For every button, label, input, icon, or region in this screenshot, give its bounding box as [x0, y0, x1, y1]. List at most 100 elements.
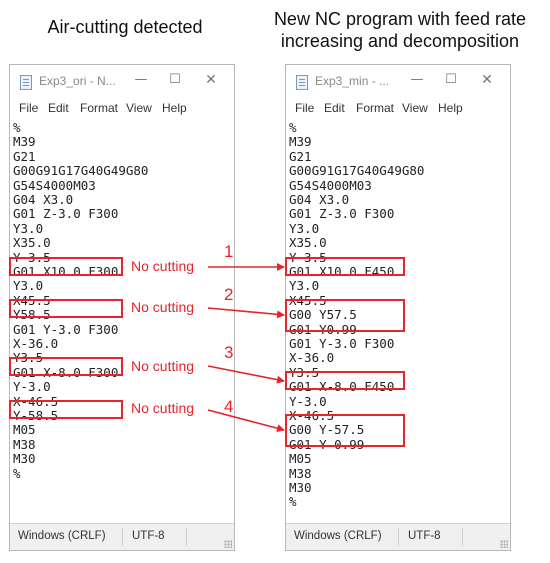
minimize-icon[interactable]: — [410, 72, 424, 87]
code-line: G01 Y-0.99 [289, 436, 365, 452]
right-heading-line2: increasing and decomposition [280, 31, 520, 51]
code-line: M38 [289, 465, 312, 481]
code-line: X-36.0 [13, 336, 59, 351]
code-line: M39 [289, 134, 312, 150]
code-line: X35.0 [289, 235, 327, 251]
menu-view[interactable]: View [126, 101, 152, 115]
code-line: G21 [289, 148, 312, 164]
charset-status: UTF-8 [132, 530, 165, 542]
code-line: % [289, 120, 297, 135]
maximize-icon[interactable]: ☐ [445, 72, 457, 87]
highlight-box-right-2 [285, 299, 405, 332]
code-line: M30 [289, 480, 312, 495]
code-line: G01 Y-3.0 F300 [13, 321, 119, 337]
code-line: Y-3.0 [13, 379, 51, 395]
code-line: G00G91G17G40G49G80 [289, 163, 425, 179]
code-line: G04 X3.0 [289, 192, 350, 207]
menu-help[interactable]: Help [438, 101, 463, 115]
status-bar: Windows (CRLF) UTF-8 [286, 523, 510, 550]
resize-grip-icon[interactable] [500, 540, 508, 548]
code-line: X-36.0 [289, 350, 335, 366]
code-line: % [13, 120, 21, 135]
annotation-note-2: No cutting [131, 299, 195, 315]
arrow-2 [207, 307, 285, 319]
code-line: G01 X-8.0 F300 [13, 364, 119, 380]
code-line: Y3.0 [289, 220, 320, 236]
code-line: G04 X3.0 [13, 192, 74, 207]
code-line: G00 Y57.5 [289, 307, 357, 323]
line-ending-status: Windows (CRLF) [294, 530, 382, 542]
highlight-box-right-4 [285, 414, 405, 447]
menu-file[interactable]: File [19, 101, 39, 115]
minimize-icon[interactable]: — [134, 72, 148, 87]
annotation-note-4: No cutting [131, 400, 195, 416]
line-ending-status: Windows (CRLF) [18, 530, 106, 542]
menu-edit[interactable]: Edit [324, 101, 345, 115]
menu-format[interactable]: Format [80, 101, 119, 115]
left-heading: Air-cutting detected [47, 17, 203, 37]
highlight-box-left-3 [9, 357, 123, 376]
right-heading: New NC program with feed rate increasing… [250, 8, 550, 52]
annotation-number-4: 4 [224, 397, 234, 416]
code-line: G01 Y-3.0 F300 [289, 336, 395, 351]
annotation-number-2: 2 [224, 285, 234, 304]
resize-grip-icon[interactable] [224, 540, 232, 548]
code-line: M30 [13, 451, 36, 467]
code-line: Y-3.0 [289, 393, 327, 409]
code-line: G21 [13, 148, 36, 164]
menu-edit[interactable]: Edit [48, 101, 69, 115]
window-title: Exp3_min - ... [315, 74, 390, 88]
code-line: % [289, 494, 297, 510]
maximize-icon[interactable]: ☐ [169, 72, 181, 87]
menu-format[interactable]: Format [356, 101, 395, 115]
code-line: G54S4000M03 [289, 177, 372, 193]
code-line: G00 Y-57.5 [289, 422, 365, 438]
menu-bar: File Edit Format View Help [10, 99, 234, 119]
code-line: M05 [289, 451, 312, 467]
menu-bar: File Edit Format View Help [286, 99, 510, 119]
annotation-number-1: 1 [224, 242, 234, 261]
code-line: X35.0 [13, 235, 51, 251]
code-line: G54S4000M03 [13, 177, 96, 193]
window-title: Exp3_ori - N... [39, 74, 116, 88]
title-bar[interactable]: Exp3_ori - N... — ☐ ✕ [10, 65, 234, 99]
annotation-note-1: No cutting [131, 258, 195, 274]
arrow-3 [207, 365, 285, 384]
code-line: G01 X-8.0 F450 [289, 379, 395, 395]
notepad-icon [20, 75, 32, 90]
code-line: M05 [13, 422, 36, 438]
arrow-4 [207, 409, 285, 433]
code-line: Y3.0 [289, 278, 320, 294]
code-line: M39 [13, 134, 36, 150]
code-line: Y3.0 [13, 220, 44, 236]
code-line: % [13, 465, 21, 481]
annotation-number-3: 3 [224, 343, 234, 362]
menu-help[interactable]: Help [162, 101, 187, 115]
code-line: M38 [13, 436, 36, 452]
text-editor-area[interactable]: % M39 G21 G00G91G17G40G49G80 G54S4000M03 G04 … [10, 120, 234, 524]
charset-status: UTF-8 [408, 530, 441, 542]
title-bar[interactable]: Exp3_min - ... — ☐ ✕ [286, 65, 510, 99]
annotation-note-3: No cutting [131, 358, 195, 374]
menu-file[interactable]: File [295, 101, 315, 115]
notepad-window-modified: Exp3_min - ... — ☐ ✕ File Edit Format Vi… [285, 64, 511, 551]
code-line: Y58.5 [13, 307, 51, 323]
code-line: Y-58.5 [13, 408, 59, 423]
text-editor-area[interactable]: % M39 G21 G00G91G17G40G49G80 G54S4000M03 G04 … [286, 120, 510, 524]
highlight-box-right-1 [285, 257, 405, 276]
code-line: Y3.0 [13, 278, 44, 294]
close-icon[interactable]: ✕ [205, 72, 217, 88]
close-icon[interactable]: ✕ [481, 72, 493, 88]
code-line: G00G91G17G40G49G80 [13, 163, 149, 179]
menu-view[interactable]: View [402, 101, 428, 115]
highlight-box-left-1 [9, 257, 123, 276]
status-bar: Windows (CRLF) UTF-8 [10, 523, 234, 550]
code-line: G01 Y0.99 [289, 321, 357, 337]
notepad-icon [296, 75, 308, 90]
code-line: G01 Z-3.0 F300 [13, 206, 119, 222]
highlight-box-left-2 [9, 299, 123, 318]
right-heading-line1: New NC program with feed rate [273, 9, 527, 29]
code-line: G01 Z-3.0 F300 [289, 206, 395, 222]
highlight-box-left-4 [9, 400, 123, 419]
